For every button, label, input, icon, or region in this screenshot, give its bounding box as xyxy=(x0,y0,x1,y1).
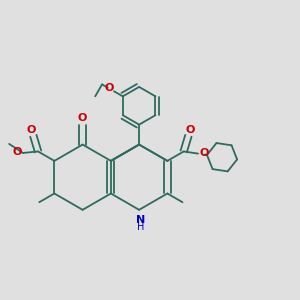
Text: N: N xyxy=(136,215,146,225)
Text: O: O xyxy=(199,148,208,158)
Text: O: O xyxy=(78,113,87,123)
Text: O: O xyxy=(186,124,195,135)
Text: H: H xyxy=(137,222,145,232)
Text: O: O xyxy=(104,83,114,93)
Text: O: O xyxy=(12,147,22,157)
Text: O: O xyxy=(27,124,36,135)
